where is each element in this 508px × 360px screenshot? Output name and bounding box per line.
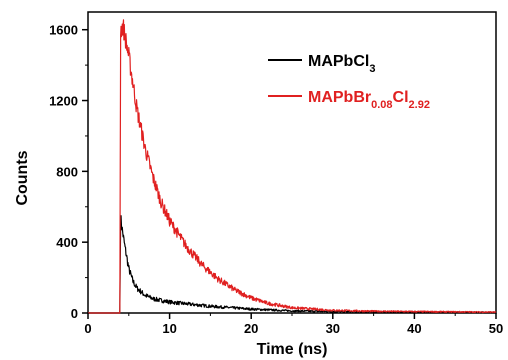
x-axis-title: Time (ns) <box>257 341 328 358</box>
legend-label-mapbbrcl-sub: 0.08 <box>371 99 392 111</box>
y-tick-label: 0 <box>71 306 78 321</box>
x-tick-label: 50 <box>489 321 503 336</box>
x-tick-label: 30 <box>326 321 340 336</box>
legend: MAPbCl3 MAPbBr0.08Cl2.92 <box>268 53 430 111</box>
y-tick-label: 400 <box>56 235 78 250</box>
legend-label-mapbbrcl: MAPbBr0.08Cl2.92 <box>308 89 430 111</box>
tick-layer <box>82 28 497 319</box>
legend-label-mapbcl3: MAPbCl3 <box>308 53 375 75</box>
y-tick-label: 1600 <box>49 23 78 38</box>
x-tick-label: 0 <box>84 321 91 336</box>
tick-label-layer: 0 10 20 30 40 50 0 400 800 1200 1600 <box>49 23 503 336</box>
series-line-1 <box>87 19 497 314</box>
legend-label-mapbcl3-main: MAPbCl <box>308 53 369 70</box>
legend-label-mapbbrcl-main: MAPbBr <box>308 89 371 106</box>
x-tick-label: 10 <box>162 321 176 336</box>
y-axis-title: Counts <box>14 150 31 205</box>
y-tick-label: 800 <box>56 164 78 179</box>
x-tick-label: 20 <box>244 321 258 336</box>
y-tick-label: 1200 <box>49 94 78 109</box>
legend-label-mapbbrcl-main2: Cl <box>393 89 409 106</box>
x-tick-label: 40 <box>407 321 421 336</box>
series-layer <box>87 19 497 314</box>
legend-label-mapbbrcl-sub2: 2.92 <box>409 99 430 111</box>
legend-label-mapbcl3-sub: 3 <box>369 63 375 75</box>
series-line-0 <box>87 215 497 314</box>
